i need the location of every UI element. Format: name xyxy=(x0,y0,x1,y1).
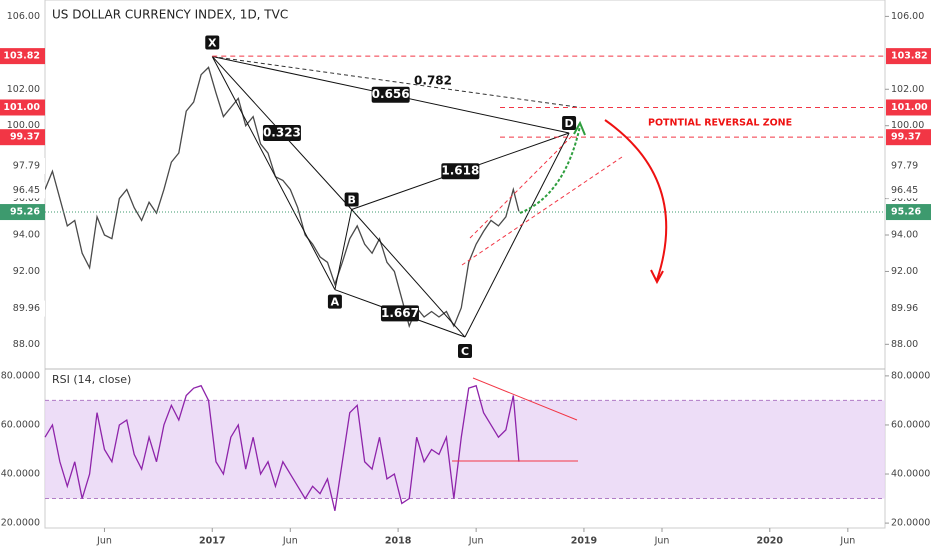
ratio-label: 1.667 xyxy=(381,306,419,320)
level-label: 96.45 xyxy=(13,185,40,196)
y-tick-label: 106.00 xyxy=(891,11,924,22)
point-label: C xyxy=(461,345,469,358)
y-tick-label: 94.00 xyxy=(13,230,40,241)
level-box xyxy=(886,157,931,174)
point-label: D xyxy=(565,117,574,130)
x-tick-label: 2020 xyxy=(757,536,784,547)
level-box xyxy=(886,300,931,317)
x-tick-label: 2019 xyxy=(571,536,597,547)
y-tick-label: 100.00 xyxy=(7,120,40,131)
ratio-label: 1.618 xyxy=(441,164,479,178)
level-box xyxy=(886,99,931,116)
y-tick-label: 92.00 xyxy=(891,266,918,277)
point-label: X xyxy=(208,36,217,49)
point-box xyxy=(458,344,472,359)
level-label: 103.82 xyxy=(3,51,40,62)
annotation: POTNTIAL REVERSAL ZONE xyxy=(648,118,792,129)
x-tick-label: 2017 xyxy=(199,536,225,547)
projection-line xyxy=(212,55,581,108)
y-tick-label: 80.0000 xyxy=(1,370,40,381)
pattern-leg xyxy=(211,56,336,290)
y-tick-label: 40.0000 xyxy=(891,469,930,480)
level-box xyxy=(886,129,931,146)
level-box xyxy=(886,48,931,65)
level-label: 101.00 xyxy=(891,102,928,113)
ratio-box xyxy=(380,305,419,322)
y-tick-label: 20.0000 xyxy=(1,518,40,529)
pattern-leg xyxy=(351,209,466,338)
x-tick-label: Jun xyxy=(282,536,298,547)
point-label: B xyxy=(347,194,355,207)
level-label: 97.79 xyxy=(13,160,40,171)
level-box xyxy=(0,99,45,116)
rsi-trendline xyxy=(472,377,578,421)
level-label: 89.96 xyxy=(891,303,918,314)
arrow-head xyxy=(573,120,586,136)
ratio-box xyxy=(441,163,480,180)
y-tick-label: 20.0000 xyxy=(891,518,930,529)
level-box xyxy=(886,182,931,199)
ratio-box xyxy=(262,124,301,141)
ratio-label: 0.782 xyxy=(414,74,452,88)
point-label: A xyxy=(331,296,340,309)
x-tick-label: 2018 xyxy=(385,536,412,547)
level-label: 103.82 xyxy=(891,51,928,62)
level-box xyxy=(0,129,45,146)
y-tick-label: 80.0000 xyxy=(891,370,930,381)
series-line xyxy=(44,384,520,511)
level-box xyxy=(0,182,45,199)
ratio-box xyxy=(371,86,410,103)
chart-title: US DOLLAR CURRENCY INDEX, 1D, TVC xyxy=(52,8,288,22)
level-label: 95.26 xyxy=(891,207,921,218)
reversal-arrow xyxy=(604,119,668,281)
level-box xyxy=(0,157,45,174)
level-label: 96.45 xyxy=(891,185,918,196)
x-tick-label: Jun xyxy=(468,536,484,547)
level-box xyxy=(0,300,45,317)
pattern-leg xyxy=(334,209,353,290)
y-tick-label: 88.00 xyxy=(891,339,918,350)
level-label: 99.37 xyxy=(891,132,921,143)
point-box xyxy=(344,192,359,207)
projection-arrow xyxy=(519,125,581,214)
y-tick-label: 40.0000 xyxy=(1,469,40,480)
y-tick-label: 60.0000 xyxy=(891,419,930,430)
y-tick-label: 96.00 xyxy=(891,193,918,204)
level-label: 95.26 xyxy=(10,207,40,218)
level-label: 101.00 xyxy=(3,102,40,113)
y-tick-label: 60.0000 xyxy=(1,419,40,430)
arrow-head xyxy=(650,269,664,285)
point-box xyxy=(205,35,220,50)
y-tick-label: 106.00 xyxy=(7,11,40,22)
level-box xyxy=(0,48,45,65)
point-box xyxy=(562,115,577,130)
level-box xyxy=(0,204,45,221)
y-tick-label: 96.00 xyxy=(13,193,40,204)
ratio-label: 0.323 xyxy=(263,125,301,139)
level-box xyxy=(886,204,931,221)
y-tick-label: 102.00 xyxy=(891,84,924,95)
y-tick-label: 102.00 xyxy=(7,84,40,95)
ratio-label: 0.656 xyxy=(372,87,410,101)
x-tick-label: Jun xyxy=(96,536,112,547)
rsi-title: RSI (14, close) xyxy=(52,373,131,386)
y-tick-label: 88.00 xyxy=(13,339,40,350)
channel-line xyxy=(469,135,573,239)
point-box xyxy=(327,294,342,309)
series-line xyxy=(44,66,520,329)
y-tick-label: 100.00 xyxy=(891,120,924,131)
x-tick-label: Jun xyxy=(654,536,670,547)
level-label: 97.79 xyxy=(891,160,918,171)
y-tick-label: 92.00 xyxy=(13,266,40,277)
level-label: 89.96 xyxy=(13,303,40,314)
pattern-leg xyxy=(464,132,570,338)
x-tick-label: Jun xyxy=(839,536,855,547)
level-label: 99.37 xyxy=(10,132,40,143)
y-tick-label: 94.00 xyxy=(891,230,918,241)
